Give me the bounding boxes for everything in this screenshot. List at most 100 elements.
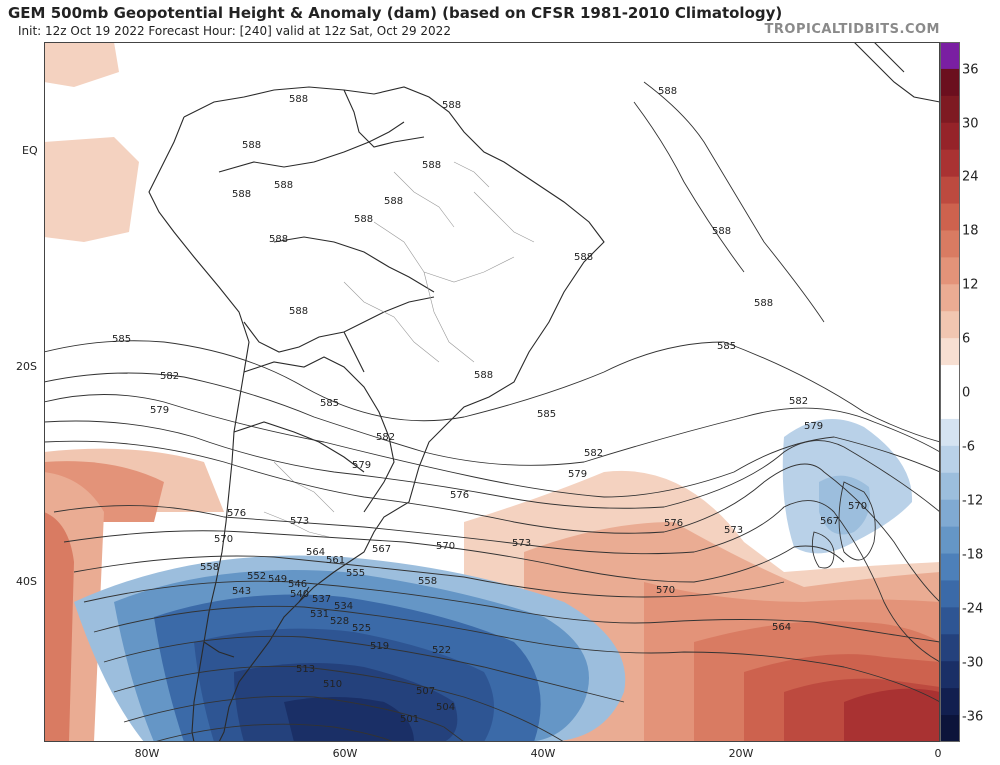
- contour-label: 576: [664, 518, 683, 529]
- colorbar-segment: [940, 580, 960, 608]
- contour-label: 552: [247, 571, 266, 582]
- contour-label: 585: [717, 341, 736, 352]
- colorbar-segment: [940, 365, 960, 393]
- contour-label: 528: [330, 616, 349, 627]
- colorbar-segment: [940, 634, 960, 662]
- contour-label: 519: [370, 641, 389, 652]
- contour-label: 582: [584, 448, 603, 459]
- contour-label: 588: [354, 214, 373, 225]
- contour-label: 585: [112, 334, 131, 345]
- height-contours: [44, 81, 940, 742]
- lon-label-60w: 60W: [332, 747, 358, 760]
- contour-label: 579: [804, 421, 823, 432]
- forecast-map: 588 588 588 588 588 588 588 588 588 588 …: [44, 42, 940, 742]
- contour-label: 525: [352, 623, 371, 634]
- colorbar-segment: [940, 392, 960, 420]
- contour-label: 564: [306, 547, 325, 558]
- contour-label: 555: [346, 568, 365, 579]
- contour-label: 534: [334, 601, 353, 612]
- colorbar-segment: [940, 445, 960, 474]
- colorbar-segment: [940, 715, 960, 742]
- contour-label: 531: [310, 609, 329, 620]
- contour-label: 579: [352, 460, 371, 471]
- colorbar-segment: [940, 68, 960, 97]
- contour-label: 588: [474, 370, 493, 381]
- colorbar-label: -36: [962, 709, 984, 725]
- contour-label: 579: [568, 469, 587, 480]
- contour-label: 561: [326, 555, 345, 566]
- lon-label-20w: 20W: [728, 747, 754, 760]
- contour-label: 588: [384, 196, 403, 207]
- contour-label: 588: [274, 180, 293, 191]
- contour-label: 588: [574, 252, 593, 263]
- colorbar-segment: [940, 607, 960, 635]
- colorbar-label: 36: [962, 62, 979, 78]
- contour-label: 585: [537, 409, 556, 420]
- colorbar-label: -30: [962, 655, 984, 671]
- forecast-info: Init: 12z Oct 19 2022 Forecast Hour: [24…: [18, 24, 451, 38]
- contour-label: 558: [200, 562, 219, 573]
- lon-label-40w: 40W: [530, 747, 556, 760]
- colorbar-segment: [940, 661, 960, 689]
- contour-label: 588: [232, 189, 251, 200]
- contour-label: 567: [372, 544, 391, 555]
- contour-label: 501: [400, 714, 419, 725]
- colorbar-label: -6: [962, 439, 975, 455]
- colorbar-segment: [940, 257, 960, 285]
- contour-label: 582: [789, 396, 808, 407]
- colorbar-segment: [940, 499, 960, 528]
- map-title: GEM 500mb Geopotential Height & Anomaly …: [8, 4, 783, 22]
- contour-label: 570: [436, 541, 455, 552]
- contour-label: 588: [289, 94, 308, 105]
- colorbar-segment: [940, 284, 960, 312]
- colorbar-segment: [940, 338, 960, 366]
- contour-label: 588: [712, 226, 731, 237]
- lat-label-20s: 20S: [16, 360, 37, 373]
- anomaly-colorbar: [940, 42, 960, 742]
- colorbar-label: 18: [962, 223, 979, 239]
- lon-label-0: 0: [934, 747, 942, 760]
- colorbar-segment: [940, 95, 960, 124]
- contour-label: 546: [288, 579, 307, 590]
- colorbar-segment: [940, 688, 960, 716]
- contour-label: 588: [442, 100, 461, 111]
- contour-label: 507: [416, 686, 435, 697]
- contour-label: 579: [150, 405, 169, 416]
- lat-label-40s: 40S: [16, 575, 37, 588]
- contour-label: 522: [432, 645, 451, 656]
- colorbar-segment: [940, 553, 960, 581]
- colorbar-segment: [940, 472, 960, 501]
- colorbar-label: 0: [962, 385, 971, 401]
- land-borders: [148, 42, 940, 742]
- contour-label: 573: [724, 525, 743, 536]
- contour-label: 588: [658, 86, 677, 97]
- colorbar-label: 12: [962, 277, 979, 293]
- contour-label: 588: [754, 298, 773, 309]
- colorbar-segment: [940, 122, 960, 151]
- colorbar-segment: [940, 230, 960, 258]
- contour-label: 588: [242, 140, 261, 151]
- colorbar-segment: [940, 311, 960, 339]
- contour-label: 570: [214, 534, 233, 545]
- state-borders: [263, 161, 535, 538]
- colorbar-border: [940, 42, 960, 742]
- colorbar-segment: [940, 203, 960, 231]
- colorbar-segment: [940, 149, 960, 178]
- contour-labels: 588 588 588 588 588 588 588 588 588 588 …: [112, 86, 867, 725]
- contour-label: 582: [376, 432, 395, 443]
- contour-label: 573: [512, 538, 531, 549]
- contour-label: 540: [290, 589, 309, 600]
- contour-label: 564: [772, 622, 791, 633]
- contour-label: 588: [269, 234, 288, 245]
- colorbar-label: -24: [962, 601, 984, 617]
- contour-label: 570: [848, 501, 867, 512]
- contour-label: 549: [268, 574, 287, 585]
- contour-label: 570: [656, 585, 675, 596]
- colorbar-segment: [940, 418, 960, 447]
- colorbar-segment: [940, 42, 960, 70]
- colorbar-segment: [940, 526, 960, 555]
- colorbar-label: 30: [962, 116, 979, 132]
- contour-label: 588: [289, 306, 308, 317]
- contour-label: 582: [160, 371, 179, 382]
- colorbar-label: 24: [962, 169, 979, 185]
